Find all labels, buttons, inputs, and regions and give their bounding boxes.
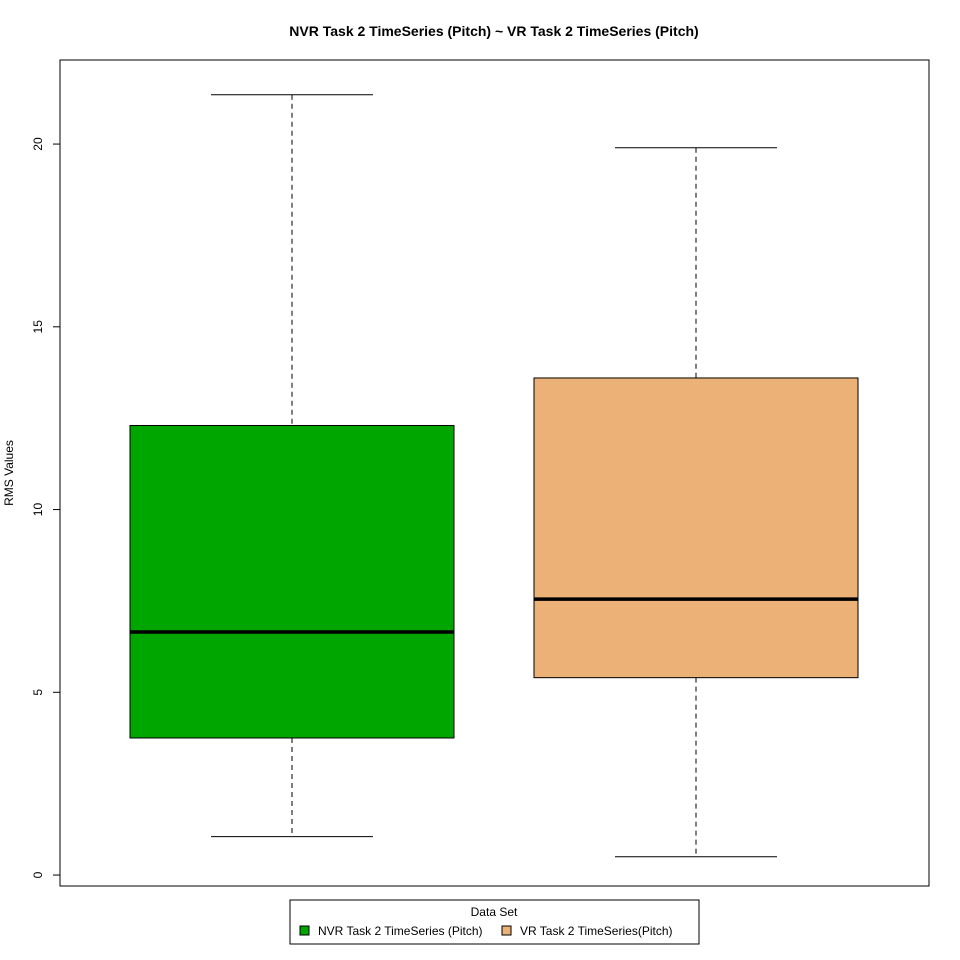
boxplot-vr [533, 147, 859, 858]
y-tick-label: 15 [31, 320, 45, 334]
iqr-box [533, 377, 859, 679]
y-tick-label: 0 [31, 871, 45, 878]
legend-entry-vr: VR Task 2 TimeSeries(Pitch) [520, 924, 673, 938]
chart-title: NVR Task 2 TimeSeries (Pitch) ~ VR Task … [289, 23, 698, 39]
iqr-box [129, 424, 455, 739]
y-axis: 0 5 10 15 20 [31, 137, 61, 878]
legend-frame [289, 899, 700, 945]
legend-title: Data Set [471, 905, 518, 919]
y-tick-label: 5 [31, 689, 45, 696]
y-tick-label: 10 [31, 503, 45, 517]
legend-swatch-nvr [299, 925, 310, 936]
legend-swatch-vr [501, 925, 512, 936]
boxplot-nvr [129, 94, 455, 838]
y-axis-label: RMS Values [2, 440, 16, 506]
legend-entry-nvr: NVR Task 2 TimeSeries (Pitch) [318, 924, 483, 938]
y-tick-label: 20 [31, 137, 45, 151]
boxplot-group [129, 94, 859, 858]
legend: Data Set NVR Task 2 TimeSeries (Pitch) V… [289, 899, 700, 945]
